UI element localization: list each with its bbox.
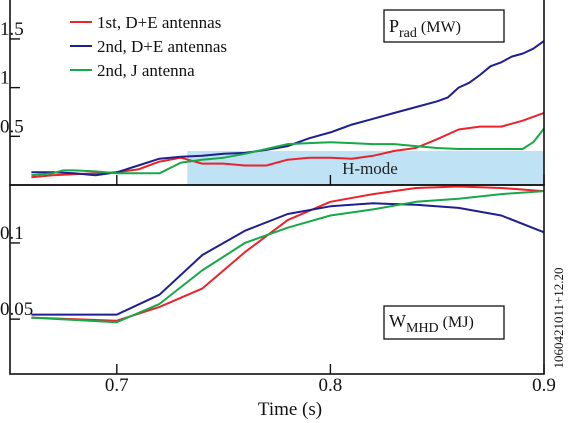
x-tick-label: 0.7 <box>105 375 129 396</box>
top-series-2nd-j-antenna <box>31 127 545 177</box>
hmode-label: H-mode <box>342 159 398 178</box>
x-axis-title: Time (s) <box>258 399 322 420</box>
prad-unit: (MW) <box>421 19 461 36</box>
prad-box-frame <box>383 9 505 43</box>
legend: 1st, D+E antennas 2nd, D+E antennas 2nd, J… <box>70 13 227 80</box>
bottom-axes-frame <box>9 184 545 375</box>
bottom-x-ticks: 0.7 0.8 0.9 <box>105 364 556 396</box>
x-tick-label: 0.9 <box>532 375 556 396</box>
bottom-y-ticks: 0.05 0.1 <box>0 223 33 320</box>
top-series-lines <box>31 40 545 179</box>
prad-label-box: Prad (MW) <box>383 9 505 43</box>
legend-label-1st-d-e-antennas: 1st, D+E antennas <box>97 13 221 32</box>
top-y-ticks: 0.5 1 1.5 <box>0 19 24 137</box>
wmhd-label: WMHD (MJ) <box>389 311 474 336</box>
top-series-1st-d-e-antennas <box>31 111 545 179</box>
bottom-series-1st-d-e-antennas <box>31 185 545 322</box>
wmhd-unit: (MJ) <box>443 314 474 331</box>
prad-label: Prad (MW) <box>389 16 461 41</box>
bottom-y-tick-label: 0.05 <box>0 299 33 320</box>
top-panel: H-mode 0.5 1 1.5 1st, D+E antennas 2nd, D+E… <box>0 9 545 185</box>
bottom-series-2nd-d-e-antennas <box>31 202 545 316</box>
legend-label-2nd-d-e-antennas: 2nd, D+E antennas <box>97 37 227 56</box>
bottom-panel: 0.05 0.1 0.7 0.8 0.9 WMHD (MJ) <box>0 185 556 396</box>
x-tick-label: 0.8 <box>319 375 343 396</box>
top-y-tick-label: 0.5 <box>0 116 24 137</box>
prad-subscript: rad <box>399 26 417 41</box>
shot-id-label: 1060421011+12.20 <box>551 267 566 368</box>
top-series-2nd-d-e-antennas <box>31 40 545 177</box>
wmhd-label-box: WMHD (MJ) <box>383 305 505 340</box>
wmhd-subscript: MHD <box>406 321 439 336</box>
bottom-y-tick-label: 0.1 <box>0 223 24 244</box>
top-y-tick-label: 1 <box>0 68 10 89</box>
legend-label-2nd-j-antenna: 2nd, J antenna <box>97 61 195 80</box>
bottom-series-2nd-j-antenna <box>31 190 545 324</box>
prad-quantity: P <box>389 16 399 36</box>
bottom-series-lines <box>31 185 545 324</box>
top-y-tick-label: 1.5 <box>0 19 24 40</box>
wmhd-quantity: W <box>389 311 406 331</box>
wmhd-box-frame <box>383 305 505 340</box>
